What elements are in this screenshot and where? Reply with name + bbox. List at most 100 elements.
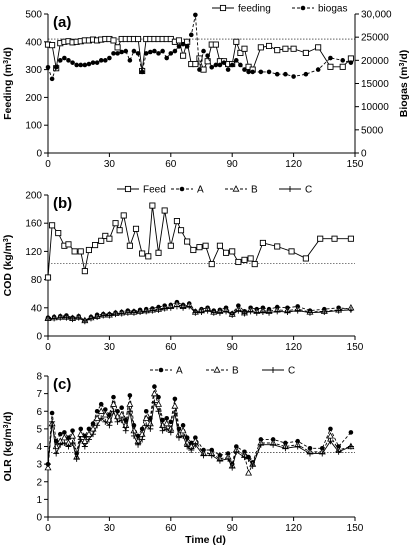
- plus-marker: [81, 318, 88, 325]
- plus-marker: [100, 312, 107, 319]
- circle-marker: [107, 412, 112, 418]
- circle-marker: [111, 394, 116, 400]
- plus-marker: [110, 408, 117, 415]
- circle-marker: [119, 405, 124, 411]
- x-tick-label: 0: [45, 342, 51, 353]
- y2-tick-label: 5000: [361, 125, 384, 136]
- circle-marker: [315, 67, 321, 72]
- y2-tick-label: 15000: [361, 79, 389, 90]
- square-marker: [347, 235, 354, 242]
- square-marker: [315, 44, 322, 51]
- circle-marker: [78, 426, 84, 432]
- plus-marker: [253, 309, 260, 316]
- triangle-marker: [171, 402, 179, 409]
- plus-marker: [51, 315, 58, 322]
- legend-label: A: [176, 366, 183, 377]
- series-biogas: [45, 12, 354, 82]
- circle-marker: [90, 60, 96, 65]
- plus-marker: [163, 425, 170, 432]
- plus-marker: [175, 434, 182, 441]
- y2-tick-label: 25000: [361, 33, 389, 44]
- plus-marker: [229, 464, 236, 471]
- square-marker: [114, 44, 121, 51]
- square-marker: [302, 49, 309, 56]
- square-marker: [282, 45, 289, 52]
- x-tick-label: 30: [104, 342, 116, 353]
- plus-marker: [94, 422, 101, 429]
- square-marker: [257, 44, 264, 51]
- plus-marker: [143, 422, 150, 429]
- circle-marker: [139, 69, 145, 75]
- plus-marker: [192, 309, 199, 316]
- plus-marker: [171, 410, 178, 417]
- circle-marker: [213, 62, 219, 68]
- plus-marker: [85, 436, 92, 443]
- circle-marker: [217, 62, 223, 68]
- square-marker: [212, 41, 219, 48]
- square-marker: [55, 230, 62, 237]
- square-marker: [49, 42, 56, 49]
- y-tick-label: 400: [25, 37, 42, 48]
- circle-marker: [221, 60, 227, 65]
- square-marker: [81, 268, 88, 275]
- legend-label: biogas: [318, 4, 347, 15]
- plus-marker: [106, 312, 113, 319]
- series-line: [47, 205, 351, 278]
- y2-tick-label: 30,000: [361, 10, 392, 21]
- legend-label: C: [305, 185, 312, 196]
- circle-marker: [82, 62, 88, 68]
- y-tick-label: 0: [36, 149, 42, 160]
- square-marker: [235, 258, 242, 266]
- x-tick-label: 150: [347, 159, 364, 170]
- circle-marker: [242, 67, 247, 72]
- circle-marker: [119, 49, 124, 55]
- plus-marker: [200, 452, 207, 459]
- circle-marker: [172, 396, 178, 402]
- square-marker: [49, 222, 56, 229]
- circle-marker: [291, 74, 296, 79]
- square-marker: [116, 227, 123, 234]
- x-tick-label: 90: [227, 159, 239, 170]
- square-marker: [229, 248, 236, 255]
- circle-marker: [131, 48, 137, 54]
- circle-marker: [258, 69, 264, 75]
- chart-panel-1: 0 30 60 90 120 150010020030040050005000100001…: [2, 4, 410, 171]
- square-marker: [223, 249, 230, 256]
- square-marker: [202, 242, 209, 249]
- triangle-marker: [97, 407, 105, 414]
- circle-marker: [49, 76, 55, 82]
- plus-marker: [75, 314, 82, 321]
- square-marker: [196, 55, 203, 62]
- plus-marker: [335, 307, 342, 314]
- x-tick-label: 120: [285, 523, 302, 534]
- circle-marker: [123, 48, 129, 54]
- circle-marker: [135, 433, 141, 439]
- plus-marker: [270, 367, 276, 373]
- square-marker: [44, 274, 52, 281]
- y-tick-label: 100: [25, 121, 42, 132]
- plus-marker: [45, 316, 51, 323]
- x-tick-label: 0: [45, 523, 51, 534]
- square-marker: [139, 250, 146, 257]
- legend-label: C: [288, 366, 295, 377]
- plus-marker: [319, 450, 326, 457]
- circle-marker: [238, 62, 243, 68]
- plus-marker: [161, 305, 168, 312]
- x-axis-title: Time (d): [185, 534, 226, 546]
- circle-marker: [86, 61, 92, 67]
- square-marker: [132, 225, 140, 232]
- square-marker: [317, 235, 324, 242]
- circle-marker: [135, 51, 141, 56]
- circle-marker: [205, 53, 210, 58]
- circle-marker: [188, 32, 194, 38]
- circle-marker: [328, 426, 333, 432]
- plus-marker: [130, 432, 137, 439]
- square-marker: [175, 37, 183, 44]
- plus-marker: [287, 186, 293, 192]
- plus-marker: [306, 309, 313, 316]
- circle-marker: [160, 48, 165, 54]
- circle-marker: [233, 58, 239, 63]
- plus-marker: [151, 399, 158, 406]
- circle-marker: [148, 49, 153, 55]
- y-tick-label: 6: [36, 407, 42, 418]
